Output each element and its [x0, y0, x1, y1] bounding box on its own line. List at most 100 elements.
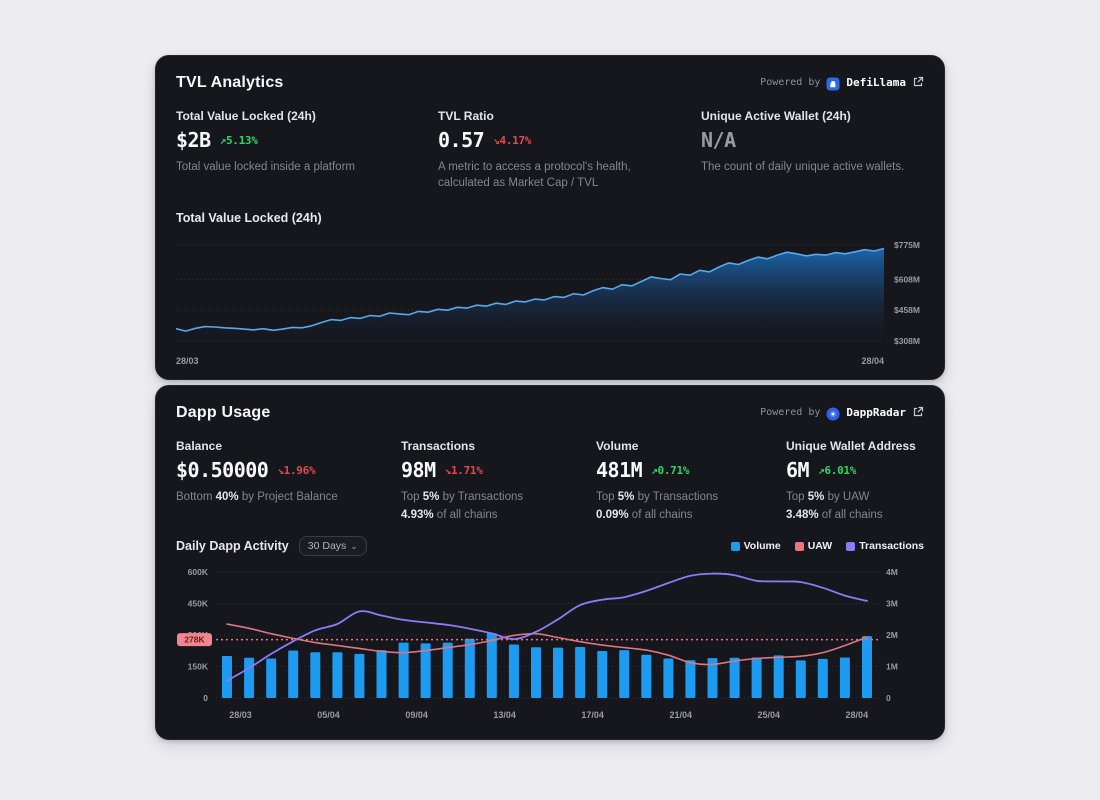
trend-up-icon: ↗ [219, 133, 227, 147]
metric-description: Total value locked inside a platform [176, 161, 355, 173]
svg-text:2M: 2M [886, 630, 898, 640]
trend-up-icon: ↗ [818, 463, 825, 477]
svg-text:$308M: $308M [894, 336, 920, 346]
metric-subdescription: 0.09% of all chains [596, 509, 693, 522]
dapp-card-title: Dapp Usage [176, 403, 271, 421]
tvl-analytics-card: TVL Analytics Powered by DefiLlama Total… [155, 55, 945, 380]
tvl-area-chart[interactable]: $775M $608M $458M $308M 28/03 28/04 [176, 233, 926, 367]
metric-label: Balance [176, 439, 223, 453]
metric-label: Unique Active Wallet (24h) [701, 109, 851, 123]
dapp-usage-card: Dapp Usage Powered by DappRadar Balance … [155, 385, 945, 740]
chevron-down-icon: ⌄ [350, 540, 358, 551]
metric-description: The count of daily unique active wallets… [701, 161, 905, 173]
metric-value: $0.50000 [176, 458, 269, 482]
metric-change-badge: ↘1.71% [444, 463, 483, 477]
transactions-swatch-icon [846, 541, 856, 551]
metric-change-badge: ↗0.71% [651, 463, 690, 477]
external-link-icon [912, 403, 924, 422]
metric-description: Bottom 40% by Project Balance [176, 491, 338, 503]
metric-description: A metric to access a protocol's health, … [438, 161, 631, 190]
svg-text:4M: 4M [886, 567, 898, 577]
trend-down-icon: ↘ [277, 463, 284, 477]
metric-change-badge: ↗6.01% [818, 463, 857, 477]
metric-value: N/A [701, 128, 736, 152]
metric-unique-wallet-address: Unique Wallet Address 6M ↗6.01% Top 5% b… [786, 439, 924, 523]
metric-description: Top 5% by Transactions [596, 491, 719, 503]
svg-text:13/04: 13/04 [493, 710, 516, 720]
range-selector-dropdown[interactable]: 30 Days ⌄ [298, 536, 367, 557]
svg-text:17/04: 17/04 [581, 710, 604, 720]
dapp-activity-combo-chart[interactable]: 600K450K300K150K04M3M2M1M0278K28/0305/04… [176, 560, 926, 732]
svg-text:600K: 600K [188, 567, 209, 577]
svg-text:1M: 1M [886, 662, 898, 672]
dapp-chart-block: Daily Dapp Activity 30 Days ⌄ Volume UAW [176, 536, 924, 732]
metric-change-badge: ↘1.96% [277, 463, 316, 477]
svg-text:150K: 150K [188, 662, 209, 672]
svg-text:28/03: 28/03 [176, 356, 199, 366]
powered-by-dappradar-link[interactable]: Powered by DappRadar [760, 403, 924, 422]
metric-change-badge: ↗5.13% [219, 133, 258, 147]
svg-text:$608M: $608M [894, 275, 920, 285]
metric-change-badge: ↘4.17% [493, 133, 532, 147]
volume-swatch-icon [730, 541, 740, 551]
metric-value: 481M [596, 458, 643, 482]
metric-value: 0.57 [438, 128, 485, 152]
provider-name: DappRadar [846, 406, 906, 419]
tvl-metrics-row: Total Value Locked (24h) $2B ↗5.13% Tota… [176, 109, 924, 191]
tvl-card-title: TVL Analytics [176, 73, 284, 91]
svg-text:09/04: 09/04 [405, 710, 428, 720]
metric-label: Volume [596, 439, 639, 453]
svg-text:0: 0 [203, 693, 208, 703]
svg-text:278K: 278K [184, 635, 205, 645]
svg-text:$458M: $458M [894, 305, 920, 315]
dapp-card-header: Dapp Usage Powered by DappRadar [176, 403, 924, 422]
powered-by-label: Powered by [760, 77, 821, 88]
trend-down-icon: ↘ [493, 133, 500, 147]
metric-label: Unique Wallet Address [786, 439, 916, 453]
svg-text:3M: 3M [886, 599, 898, 609]
svg-text:450K: 450K [188, 599, 209, 609]
tvl-card-header: TVL Analytics Powered by DefiLlama [176, 73, 924, 92]
metric-value: 98M [401, 458, 436, 482]
metric-total-value-locked: Total Value Locked (24h) $2B ↗5.13% Tota… [176, 109, 438, 191]
svg-text:28/03: 28/03 [229, 710, 252, 720]
svg-text:0: 0 [886, 693, 891, 703]
defillama-logo-icon [826, 76, 840, 90]
metric-label: Total Value Locked (24h) [176, 109, 316, 123]
legend-item-transactions[interactable]: Transactions [846, 540, 924, 552]
metric-unique-active-wallet: Unique Active Wallet (24h) N/A The count… [701, 109, 924, 191]
legend-item-volume[interactable]: Volume [730, 540, 781, 552]
metric-description: Top 5% by Transactions [401, 491, 524, 503]
svg-text:$775M: $775M [894, 240, 920, 250]
external-link-icon [912, 73, 924, 92]
dapp-metrics-row: Balance $0.50000 ↘1.96% Bottom 40% by Pr… [176, 439, 924, 523]
metric-volume: Volume 481M ↗0.71% Top 5% by Transaction… [596, 439, 786, 523]
chart-legend: Volume UAW Transactions [730, 540, 924, 552]
trend-down-icon: ↘ [444, 463, 452, 477]
legend-item-uaw[interactable]: UAW [794, 540, 832, 552]
svg-text:28/04: 28/04 [861, 356, 884, 366]
svg-text:21/04: 21/04 [669, 710, 692, 720]
svg-text:25/04: 25/04 [758, 710, 781, 720]
metric-transactions: Transactions 98M ↘1.71% Top 5% by Transa… [401, 439, 596, 523]
powered-by-defillama-link[interactable]: Powered by DefiLlama [760, 73, 924, 92]
tvl-chart-title: Total Value Locked (24h) [176, 211, 322, 226]
metric-subdescription: 4.93% of all chains [401, 509, 498, 522]
svg-text:05/04: 05/04 [317, 710, 340, 720]
svg-text:28/04: 28/04 [846, 710, 869, 720]
metric-label: Transactions [401, 439, 476, 453]
metric-description: Top 5% by UAW [786, 491, 870, 503]
metric-balance: Balance $0.50000 ↘1.96% Bottom 40% by Pr… [176, 439, 401, 523]
provider-name: DefiLlama [846, 76, 906, 89]
metric-value: 6M [786, 458, 810, 482]
dappradar-logo-icon [826, 406, 840, 420]
metric-tvl-ratio: TVL Ratio 0.57 ↘4.17% A metric to access… [438, 109, 701, 191]
trend-up-icon: ↗ [651, 463, 658, 477]
metric-subdescription: 3.48% of all chains [786, 509, 883, 522]
metric-value: $2B [176, 128, 211, 152]
dashboard-page: TVL Analytics Powered by DefiLlama Total… [155, 55, 945, 740]
dapp-chart-title: Daily Dapp Activity [176, 539, 289, 554]
tvl-chart-block: Total Value Locked (24h) $775M $608M $458M… [176, 211, 924, 367]
powered-by-label: Powered by [760, 407, 821, 418]
metric-label: TVL Ratio [438, 109, 494, 123]
